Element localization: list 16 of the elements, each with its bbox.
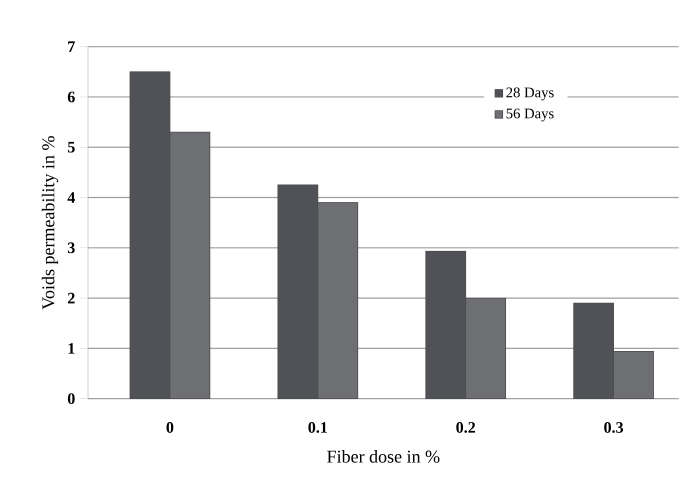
y-tick-label: 5	[68, 142, 75, 153]
y-tick-label: 3	[68, 242, 75, 254]
y-tick-label: 2	[68, 292, 75, 304]
legend-label: 56 Days	[506, 108, 554, 122]
y-tick-label: 0	[68, 393, 75, 404]
x-tick-label: 0.1	[308, 422, 327, 433]
y-tick-label: 4	[68, 192, 75, 203]
x-tick-label: 0.2	[456, 422, 476, 433]
x-axis-title: Fiber dose in %	[327, 450, 440, 463]
x-tick-label: 0.3	[604, 422, 624, 433]
y-axis-title: Voids permeability in %	[42, 136, 58, 310]
legend-label: 28 Days	[506, 87, 554, 100]
y-tick-label: 6	[68, 92, 75, 102]
y-tick-label: 7	[68, 41, 75, 52]
x-tick-label: 0	[166, 422, 174, 433]
y-tick-label: 1	[68, 343, 74, 354]
